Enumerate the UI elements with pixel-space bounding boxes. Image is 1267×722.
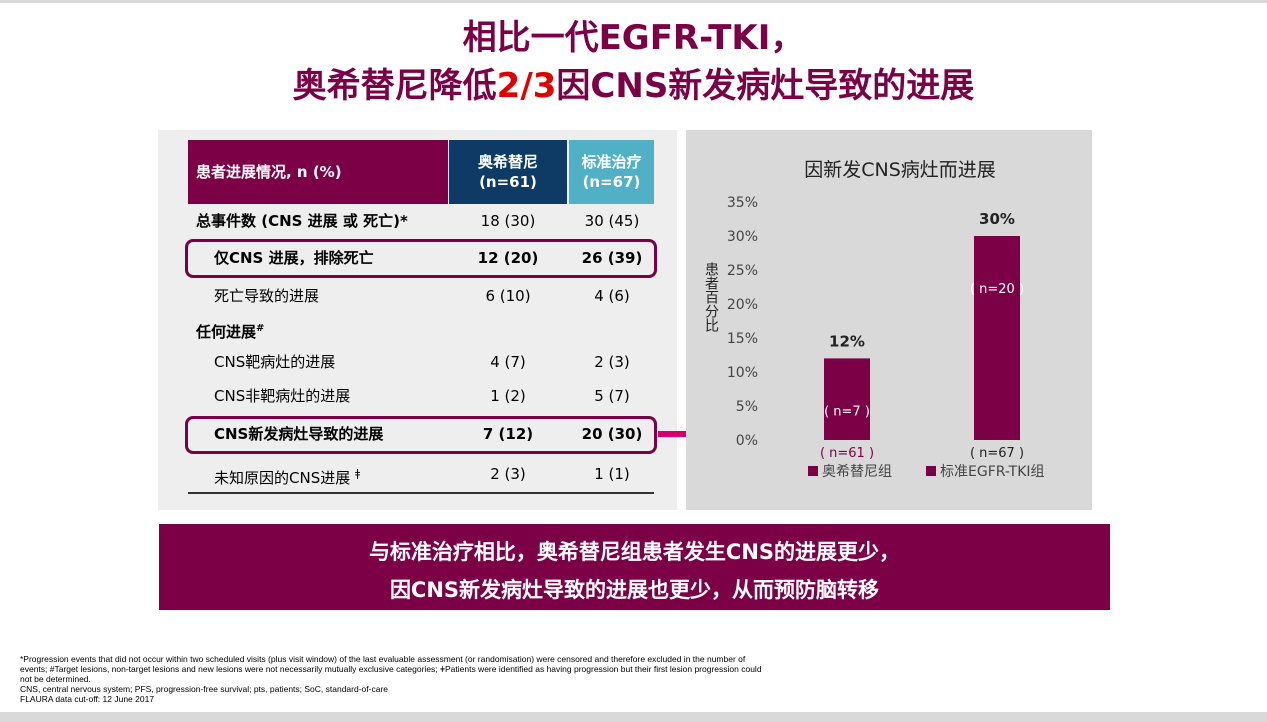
title-prefix: 奥希替尼降低 xyxy=(292,66,497,106)
row-label: 仅CNS 进展，排除死亡 xyxy=(214,249,374,267)
table-row: CNS新发病灶导致的进展 7 (12) 20 (30) xyxy=(188,419,654,449)
table-bottom-rule xyxy=(188,492,654,494)
row-value-a: 18 (30) xyxy=(480,212,536,230)
row-label: 任何进展 xyxy=(196,323,257,341)
slide-title-line2: 奥希替尼降低2/3因CNS新发病灶导致的进展 xyxy=(0,64,1267,108)
row-value-a: 7 (12) xyxy=(482,425,534,443)
bar-inner-label: ( n=7 ) xyxy=(824,404,870,419)
row-value-a: 4 (7) xyxy=(490,353,526,371)
table-row: 仅CNS 进展，排除死亡 12 (20) 26 (39) xyxy=(188,243,654,273)
row-value-b: 1 (1) xyxy=(594,465,630,483)
y-tick-label: 10% xyxy=(727,365,758,381)
title-highlight: 2/3 xyxy=(496,66,557,106)
row-value-a: 6 (10) xyxy=(485,287,531,305)
table-header-label: 患者进展情况, n (%) xyxy=(188,140,448,204)
y-tick-label: 20% xyxy=(727,297,758,313)
table-row: 总事件数 (CNS 进展 或 死亡)* 18 (30) 30 (45) xyxy=(188,206,654,236)
table-row: 未知原因的CNS进展 ǂ 2 (3) 1 (1) xyxy=(188,459,654,489)
row-sup: # xyxy=(256,323,265,334)
row-value-a: 12 (20) xyxy=(477,249,539,267)
table-header-osimertinib: 奥希替尼 (n=61) xyxy=(449,140,567,204)
legend-label: 奥希替尼组 xyxy=(822,463,892,480)
table-header-standard: 标准治疗 (n=67) xyxy=(569,140,654,204)
footnote-line: FLAURA data cut-off: 12 June 2017 xyxy=(20,694,155,704)
legend-swatch xyxy=(808,466,818,476)
chart-panel: 因新发CNS病灶而进展 0% 5% 10% 15% 20% 25% 30% 35% 患者百分比… xyxy=(686,130,1092,510)
chart-title: 因新发CNS病灶而进展 xyxy=(804,159,996,181)
bar-inner-label: ( n=20 ) xyxy=(970,282,1024,297)
title-suffix: 因CNS新发病灶导致的进展 xyxy=(556,66,975,106)
highlight-box-cns-only xyxy=(185,239,657,278)
banner-line2: 因CNS新发病灶导致的进展也更少，从而预防脑转移 xyxy=(389,578,880,602)
footnote-line: *Progression events that did not occur w… xyxy=(20,654,746,664)
table-row: CNS非靶病灶的进展 1 (2) 5 (7) xyxy=(188,381,654,411)
footnote-line: events; #Target lesions, non-target lesi… xyxy=(20,664,762,674)
y-tick-label: 15% xyxy=(727,331,758,347)
y-tick-label: 30% xyxy=(727,229,758,245)
row-value-b: 26 (39) xyxy=(581,249,643,267)
table-row: 死亡导致的进展 6 (10) 4 (6) xyxy=(188,281,654,311)
row-label: CNS新发病灶导致的进展 xyxy=(214,425,384,443)
footnotes: *Progression events that did not occur w… xyxy=(20,654,920,704)
legend-label: 标准EGFR-TKI组 xyxy=(940,464,1045,480)
bottom-divider xyxy=(0,712,1267,722)
col-b-name: 标准治疗 xyxy=(581,153,642,171)
row-sup: ǂ xyxy=(355,467,361,480)
row-value-b: 30 (45) xyxy=(584,212,640,230)
chart-y-label: 患者百分比 xyxy=(703,262,719,332)
row-value-a: 2 (3) xyxy=(490,465,526,483)
row-value-b: 2 (3) xyxy=(594,353,630,371)
bar-chart: 因新发CNS病灶而进展 0% 5% 10% 15% 20% 25% 30% 35% 患者百分比… xyxy=(703,159,1045,480)
banner-line1: 与标准治疗相比，奥希替尼组患者发生CNS的进展更少， xyxy=(368,540,901,564)
bar-n-label: ( n=67 ) xyxy=(970,446,1024,461)
col-a-n: (n=61) xyxy=(479,173,537,191)
row-label: CNS靶病灶的进展 xyxy=(214,353,336,371)
bar xyxy=(824,358,870,440)
row-label: CNS非靶病灶的进展 xyxy=(214,387,351,405)
bar-n-label: ( n=61 ) xyxy=(820,446,874,461)
row-value-a: 1 (2) xyxy=(490,387,526,405)
row-label: 总事件数 (CNS 进展 或 死亡)* xyxy=(196,212,408,230)
row-label: 死亡导致的进展 xyxy=(214,287,320,305)
bar xyxy=(974,236,1020,440)
table-row: CNS靶病灶的进展 4 (7) 2 (3) xyxy=(188,347,654,377)
highlight-box-new-lesion xyxy=(185,416,657,454)
col-a-name: 奥希替尼 xyxy=(477,153,538,171)
table-row-section: 任何进展# xyxy=(188,314,654,344)
conclusion-banner: 与标准治疗相比，奥希替尼组患者发生CNS的进展更少， 因CNS新发病灶导致的进展… xyxy=(159,524,1110,610)
y-tick-label: 25% xyxy=(727,263,758,279)
row-value-b: 20 (30) xyxy=(581,425,643,443)
y-tick-label: 0% xyxy=(736,433,758,449)
footnote-line: CNS, central nervous system; PFS, progre… xyxy=(20,684,389,694)
y-tick-label: 35% xyxy=(727,195,758,211)
bar-value-label: 12% xyxy=(829,332,865,350)
row-value-b: 5 (7) xyxy=(594,387,630,405)
row-label: 未知原因的CNS进展 xyxy=(214,469,351,487)
y-tick-label: 5% xyxy=(736,399,758,415)
row-value-b: 4 (6) xyxy=(594,287,630,305)
legend-swatch xyxy=(926,466,936,476)
bar-value-label: 30% xyxy=(979,210,1015,228)
footnote-line: not be determined. xyxy=(20,674,91,684)
col-b-n: (n=67) xyxy=(582,173,641,191)
slide-title-line1: 相比一代EGFR-TKI， xyxy=(462,18,805,58)
top-divider xyxy=(0,0,1267,3)
